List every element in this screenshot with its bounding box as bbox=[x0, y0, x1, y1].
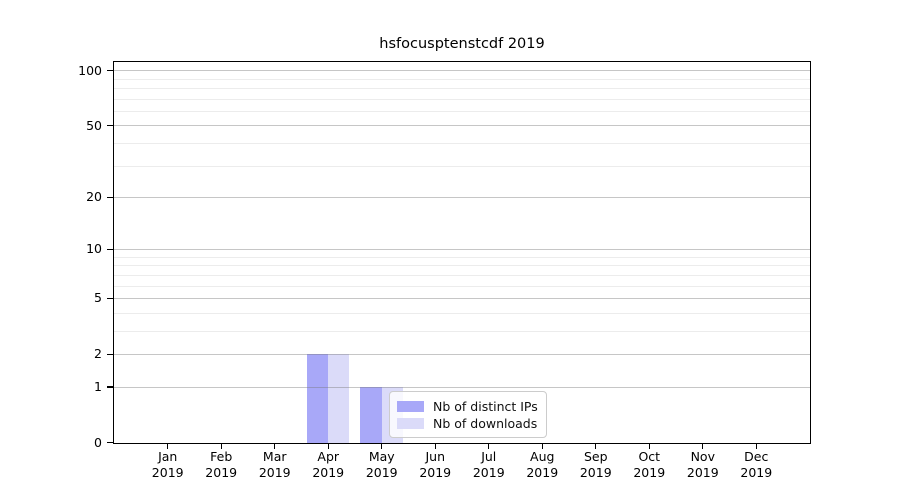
gridline-minor-40 bbox=[114, 143, 810, 145]
x-tick-month: Sep bbox=[583, 449, 608, 464]
x-tick-mark-feb bbox=[220, 443, 222, 449]
gridline-minor-7 bbox=[114, 274, 810, 276]
x-tick-mark-oct bbox=[648, 443, 650, 449]
x-tick-label-may: May 2019 bbox=[352, 449, 412, 480]
y-tick-label-5: 5 bbox=[94, 290, 102, 306]
x-tick-label-dec: Dec 2019 bbox=[726, 449, 786, 480]
legend-label: Nb of downloads bbox=[433, 415, 538, 431]
legend-swatch-downloads bbox=[397, 417, 424, 429]
y-tick-mark-100 bbox=[106, 69, 114, 72]
gridline-major-20 bbox=[114, 197, 810, 199]
x-tick-month: Apr bbox=[317, 449, 340, 464]
y-tick-mark-5 bbox=[106, 297, 114, 299]
x-tick-label-oct: Oct 2019 bbox=[619, 449, 679, 480]
x-tick-label-aug: Aug 2019 bbox=[512, 449, 572, 480]
x-tick-label-jul: Jul 2019 bbox=[459, 449, 519, 480]
plot-area bbox=[113, 61, 811, 444]
legend: Nb of distinct IPs Nb of downloads bbox=[389, 391, 547, 438]
x-tick-month: Jun bbox=[425, 449, 445, 464]
gridline-minor-70 bbox=[114, 98, 810, 100]
x-tick-mark-sep bbox=[595, 443, 597, 449]
x-tick-month: Mar bbox=[262, 449, 287, 464]
gridline-major-5 bbox=[114, 298, 810, 300]
gridline-minor-8 bbox=[114, 265, 810, 267]
x-tick-month: Jul bbox=[481, 449, 497, 464]
bar-distinct-ips-may bbox=[360, 386, 382, 443]
y-tick-mark-50 bbox=[106, 125, 114, 127]
y-tick-label-20: 20 bbox=[86, 189, 102, 205]
x-tick-label-mar: Mar 2019 bbox=[245, 449, 305, 480]
y-tick-mark-1 bbox=[106, 386, 114, 388]
x-tick-year: 2019 bbox=[205, 464, 238, 480]
x-tick-year: 2019 bbox=[579, 464, 612, 480]
y-tick-mark-0 bbox=[106, 442, 114, 444]
gridline-major-10 bbox=[114, 249, 810, 251]
gridline-major-1 bbox=[114, 386, 810, 388]
x-tick-label-jun: Jun 2019 bbox=[405, 449, 465, 480]
x-tick-label-sep: Sep 2019 bbox=[566, 449, 626, 480]
x-tick-year: 2019 bbox=[258, 464, 291, 480]
y-tick-label-2: 2 bbox=[94, 346, 102, 362]
y-tick-mark-2 bbox=[106, 353, 114, 355]
gridline-minor-60 bbox=[114, 111, 810, 112]
y-tick-label-10: 10 bbox=[86, 241, 102, 257]
x-tick-mark-aug bbox=[541, 443, 543, 449]
y-tick-label-100: 100 bbox=[78, 62, 102, 78]
y-tick-label-1: 1 bbox=[94, 378, 102, 394]
x-tick-mark-dec bbox=[755, 443, 757, 449]
x-tick-month: Oct bbox=[638, 449, 661, 464]
x-tick-month: Aug bbox=[530, 449, 555, 464]
legend-item-downloads: Nb of downloads bbox=[397, 415, 538, 431]
x-tick-year: 2019 bbox=[312, 464, 345, 480]
gridline-major-2 bbox=[114, 353, 810, 355]
y-tick-label-0: 0 bbox=[94, 434, 102, 450]
legend-swatch-distinct-ips bbox=[397, 400, 424, 412]
bar-distinct-ips-apr bbox=[306, 353, 329, 443]
x-tick-mark-apr bbox=[327, 443, 329, 449]
x-tick-mark-may bbox=[381, 443, 383, 449]
x-tick-year: 2019 bbox=[419, 464, 452, 480]
x-tick-month: May bbox=[368, 449, 395, 464]
gridline-major-100 bbox=[114, 70, 810, 72]
x-tick-month: Jan bbox=[158, 449, 178, 464]
x-tick-label-feb: Feb 2019 bbox=[191, 449, 251, 480]
x-tick-year: 2019 bbox=[472, 464, 505, 480]
gridline-minor-80 bbox=[114, 88, 810, 90]
x-tick-label-apr: Apr 2019 bbox=[298, 449, 358, 480]
x-tick-year: 2019 bbox=[365, 464, 398, 480]
gridline-major-50 bbox=[114, 125, 810, 127]
x-tick-mark-jan bbox=[167, 443, 169, 449]
x-tick-month: Dec bbox=[744, 449, 769, 464]
y-tick-mark-20 bbox=[106, 196, 114, 198]
gridline-minor-90 bbox=[114, 78, 810, 80]
x-tick-mark-nov bbox=[702, 443, 704, 449]
x-tick-year: 2019 bbox=[686, 464, 719, 480]
x-tick-year: 2019 bbox=[740, 464, 773, 480]
x-tick-label-nov: Nov 2019 bbox=[673, 449, 733, 480]
x-tick-year: 2019 bbox=[633, 464, 666, 480]
gridline-minor-3 bbox=[114, 330, 810, 332]
x-tick-year: 2019 bbox=[526, 464, 559, 480]
x-tick-mark-jun bbox=[434, 443, 436, 449]
chart-title: hsfocusptenstcdf 2019 bbox=[379, 36, 545, 52]
gridline-minor-6 bbox=[114, 285, 810, 287]
x-tick-mark-mar bbox=[274, 443, 276, 449]
x-tick-year: 2019 bbox=[151, 464, 184, 480]
legend-item-distinct-ips: Nb of distinct IPs bbox=[397, 398, 538, 414]
legend-label: Nb of distinct IPs bbox=[433, 398, 538, 414]
y-tick-label-50: 50 bbox=[86, 117, 102, 133]
gridline-minor-4 bbox=[114, 312, 810, 314]
bar-downloads-apr bbox=[328, 353, 350, 443]
y-tick-mark-10 bbox=[106, 248, 114, 251]
x-tick-label-jan: Jan 2019 bbox=[138, 449, 198, 480]
x-tick-month: Nov bbox=[690, 449, 715, 464]
x-tick-mark-jul bbox=[488, 443, 490, 449]
gridline-minor-9 bbox=[114, 256, 810, 258]
gridline-minor-30 bbox=[114, 165, 810, 167]
x-tick-month: Feb bbox=[210, 449, 233, 464]
